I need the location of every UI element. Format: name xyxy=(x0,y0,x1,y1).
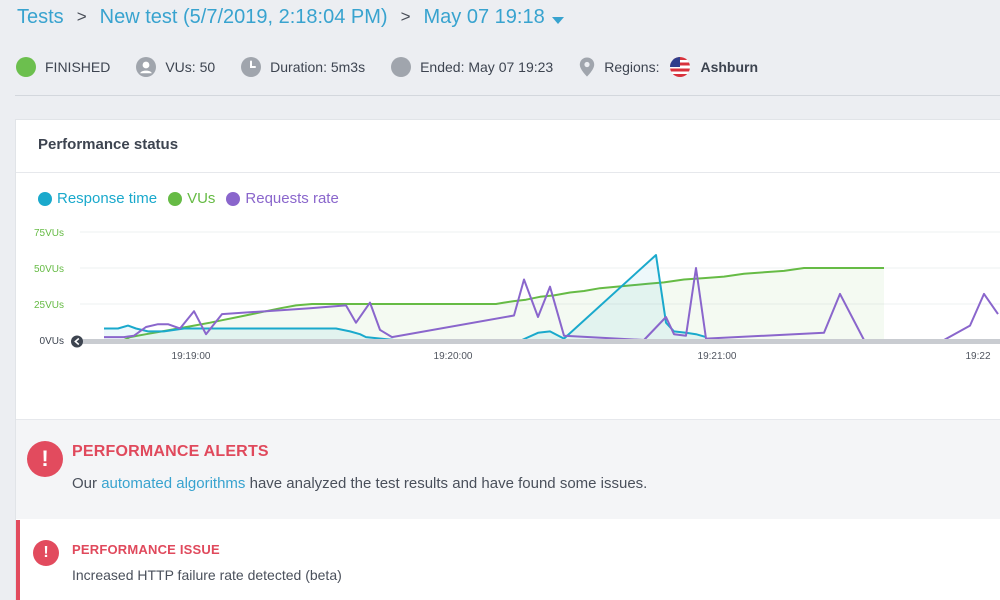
header-divider xyxy=(15,95,1000,96)
issue-description: Increased HTTP failure rate detected (be… xyxy=(72,567,342,583)
y-tick-label: 75VUs xyxy=(34,228,64,239)
legend-label: VUs xyxy=(187,190,216,207)
region-name: Ashburn xyxy=(700,59,759,75)
regions-label: Regions: xyxy=(604,59,660,75)
issue-exclamation-icon: ! xyxy=(33,540,59,566)
ended-dot-icon xyxy=(391,57,412,77)
status-regions: Regions: Ashburn xyxy=(579,57,758,77)
legend-requests-rate[interactable]: Requests rate xyxy=(226,190,339,207)
status-vus: VUs: 50 xyxy=(136,57,215,77)
card-title: Performance status xyxy=(38,136,179,153)
ended-label: Ended: May 07 19:23 xyxy=(420,59,554,75)
x-tick-label: 19:19:00 xyxy=(172,351,211,362)
run-status-bar: FINISHED VUs: 50 Duration: 5m3s Ended: M… xyxy=(16,55,784,79)
clock-icon xyxy=(241,57,262,77)
series-line-response-time xyxy=(104,254,707,341)
alert-exclamation-icon: ! xyxy=(27,441,63,477)
y-tick-label: 0VUs xyxy=(40,336,64,347)
card-divider xyxy=(16,172,1000,173)
legend-swatch xyxy=(168,191,183,206)
breadcrumb: Tests > New test (5/7/2019, 2:18:04 PM) … xyxy=(17,4,564,30)
test-run-label: May 07 19:18 xyxy=(423,5,545,28)
duration-label: Duration: 5m3s xyxy=(270,59,366,75)
map-pin-icon xyxy=(580,57,595,77)
performance-chart[interactable]: 75VUs 50VUs 25VUs 0VUs 19:19:00 19:20:00 19:21… xyxy=(16,220,1000,370)
chevron-left-icon xyxy=(74,337,80,346)
issue-title: PERFORMANCE ISSUE xyxy=(72,542,220,557)
caret-down-icon xyxy=(551,16,564,24)
automated-algorithms-link[interactable]: automated algorithms xyxy=(101,475,246,492)
performance-card: Performance status Response time VUs Req… xyxy=(15,119,1000,600)
series-line-vus xyxy=(104,267,884,341)
legend-response-time[interactable]: Response time xyxy=(38,190,157,207)
series-line-requests-rate xyxy=(104,267,999,341)
alerts-description: Our automated algorithms have analyzed t… xyxy=(72,475,647,492)
x-axis-scroll-track xyxy=(76,339,1000,344)
legend-vus[interactable]: VUs xyxy=(168,190,215,207)
chart-legend: Response time VUs Requests rate xyxy=(38,190,350,207)
alerts-title: PERFORMANCE ALERTS xyxy=(72,443,269,460)
status-label: FINISHED xyxy=(45,59,111,75)
performance-issue[interactable]: ! PERFORMANCE ISSUE Increased HTTP failu… xyxy=(16,520,1000,600)
breadcrumb-separator: > xyxy=(76,7,87,26)
status-ended: Ended: May 07 19:23 xyxy=(391,57,553,77)
user-icon xyxy=(136,57,157,77)
us-flag-icon xyxy=(670,57,691,77)
y-tick-label: 50VUs xyxy=(34,264,64,275)
alerts-text-after: have analyzed the test results and have … xyxy=(245,475,648,492)
x-tick-label: 19:22 xyxy=(965,351,990,362)
performance-alerts: ! PERFORMANCE ALERTS Our automated algor… xyxy=(16,419,1000,519)
legend-label: Response time xyxy=(57,190,158,207)
x-tick-label: 19:20:00 xyxy=(434,351,473,362)
vus-label: VUs: 50 xyxy=(165,59,216,75)
breadcrumb-tests-link[interactable]: Tests xyxy=(17,5,64,28)
x-tick-label: 19:21:00 xyxy=(698,351,737,362)
breadcrumb-test-link[interactable]: New test (5/7/2019, 2:18:04 PM) xyxy=(99,5,388,28)
breadcrumb-separator: > xyxy=(400,7,411,26)
test-run-dropdown[interactable]: May 07 19:18 xyxy=(424,6,564,29)
legend-swatch xyxy=(226,191,241,206)
alerts-text-before: Our xyxy=(72,475,102,492)
scroll-left-button[interactable] xyxy=(71,335,83,348)
legend-label: Requests rate xyxy=(245,190,339,207)
legend-swatch xyxy=(38,191,52,206)
status-dot-icon xyxy=(16,57,36,77)
y-tick-label: 25VUs xyxy=(34,300,64,311)
status-finished: FINISHED xyxy=(16,57,110,77)
status-duration: Duration: 5m3s xyxy=(241,57,365,77)
